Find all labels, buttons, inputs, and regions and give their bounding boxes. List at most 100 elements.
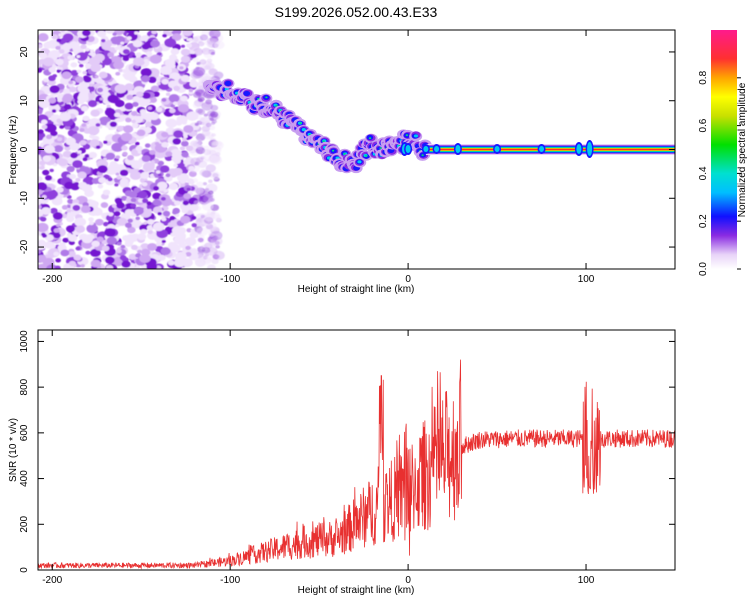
noise-blob	[205, 183, 218, 193]
noise-blob	[161, 239, 166, 243]
noise-blob	[105, 152, 116, 160]
noise-blob	[173, 130, 184, 138]
noise-blob	[192, 178, 199, 183]
noise-blob	[38, 210, 44, 218]
noise-blob	[177, 104, 189, 113]
noise-blob	[171, 155, 181, 162]
noise-blob	[140, 171, 150, 179]
noise-blob	[139, 224, 148, 232]
noise-blob	[150, 40, 160, 48]
y-tick-label: 400	[19, 470, 30, 487]
noise-blob	[87, 100, 98, 108]
noise-blob	[56, 38, 62, 43]
noise-blob	[105, 214, 115, 222]
noise-blob	[192, 57, 200, 63]
tone-blob	[539, 146, 545, 152]
noise-blob	[131, 119, 136, 124]
noise-blob	[173, 163, 178, 167]
noise-blob	[107, 52, 115, 58]
chirp-blob	[343, 152, 346, 155]
noise-blob	[62, 237, 69, 243]
noise-blob	[147, 219, 155, 225]
noise-blob	[181, 137, 187, 142]
noise-blob	[156, 82, 161, 86]
noise-blob	[50, 130, 58, 137]
noise-blob	[175, 251, 187, 261]
noise-blob	[107, 212, 114, 217]
noise-blob	[66, 215, 75, 223]
noise-blob	[193, 200, 200, 205]
noise-blob	[209, 171, 221, 180]
noise-blob	[70, 62, 78, 68]
noise-blob	[73, 254, 82, 261]
noise-blob	[38, 68, 43, 73]
noise-blob	[135, 52, 142, 58]
noise-blob	[201, 216, 214, 226]
noise-blob	[195, 157, 204, 163]
noise-blob	[68, 260, 76, 267]
snr-x-label: Height of straight line (km)	[298, 585, 415, 596]
noise-blob	[204, 65, 211, 71]
noise-blob	[196, 181, 204, 188]
noise-blob	[155, 170, 161, 174]
noise-blob	[137, 249, 143, 254]
noise-blob	[135, 216, 140, 221]
noise-blob	[141, 155, 151, 162]
noise-blob	[153, 185, 160, 191]
noise-blob	[90, 109, 100, 117]
noise-blob	[130, 203, 137, 208]
y-tick-label: 0	[19, 567, 30, 573]
spectrogram-x-label: Height of straight line (km)	[298, 284, 415, 295]
noise-blob	[146, 262, 158, 269]
tone-blob	[576, 144, 582, 154]
noise-blob	[165, 151, 173, 157]
noise-blob	[114, 131, 119, 135]
noise-blob	[134, 31, 139, 35]
colorbar-tick-label: 0.2	[698, 214, 709, 228]
y-tick-label: 20	[19, 46, 30, 58]
noise-blob	[69, 86, 77, 93]
noise-blob	[190, 228, 195, 233]
noise-blob	[57, 98, 63, 103]
noise-blob	[55, 258, 61, 263]
noise-blob	[195, 139, 203, 145]
chirp-blob	[364, 155, 368, 157]
noise-blob	[139, 109, 147, 115]
noise-blob	[211, 140, 224, 150]
noise-blob	[185, 145, 194, 152]
noise-blob	[125, 234, 137, 243]
colorbar-ticks: 0.0 0.2 0.4 0.6 0.8	[698, 70, 741, 276]
noise-blob	[123, 125, 134, 133]
noise-blob	[82, 143, 91, 150]
noise-blob	[64, 145, 71, 151]
noise-blob	[38, 52, 48, 59]
noise-blob	[156, 181, 168, 190]
noise-blob	[156, 107, 163, 113]
noise-blob	[96, 236, 104, 243]
noise-blob	[98, 71, 108, 79]
noise-blob	[201, 129, 211, 137]
noise-blob	[97, 165, 108, 174]
noise-blob	[170, 148, 182, 158]
noise-blob	[133, 57, 145, 67]
noise-blob	[70, 69, 79, 76]
x-tick-label: 0	[405, 274, 411, 285]
noise-blob	[124, 102, 134, 110]
noise-blob	[124, 83, 135, 91]
noise-blob	[122, 56, 130, 62]
noise-blob	[49, 85, 60, 94]
noise-blob	[90, 259, 101, 268]
noise-blob	[207, 264, 216, 269]
noise-blob	[95, 145, 101, 149]
noise-blob	[105, 165, 118, 175]
noise-blob	[161, 78, 169, 85]
noise-blob	[88, 217, 94, 222]
noise-blob	[119, 178, 129, 185]
noise-blob	[198, 41, 205, 47]
noise-blob	[55, 45, 61, 50]
noise-blob	[80, 105, 89, 112]
noise-blob	[131, 111, 138, 117]
noise-blob	[53, 251, 60, 257]
noise-blob	[179, 146, 186, 151]
snr-y-label: SNR (10 * v/v)	[8, 418, 19, 482]
